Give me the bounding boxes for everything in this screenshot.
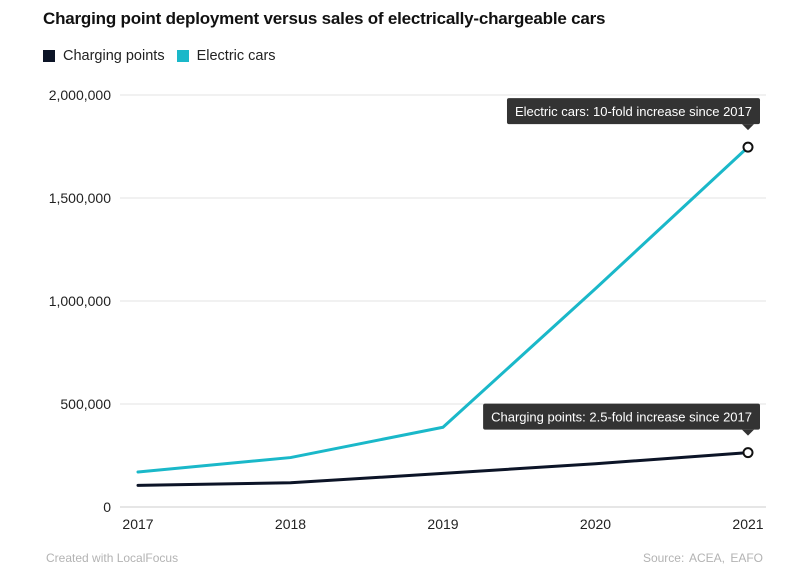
legend-swatch-charging-points [43,50,55,62]
annotation-text: Charging points: 2.5-fold increase since… [491,410,752,425]
legend-item-charging-points[interactable]: Charging points [43,48,165,64]
y-tick-label: 500,000 [60,396,111,412]
y-tick-label: 1,000,000 [49,293,111,309]
x-tick-label: 2018 [275,516,306,532]
y-tick-label: 0 [103,499,111,515]
chart-title: Charging point deployment versus sales o… [43,9,606,28]
annotation-charging-points: Charging points: 2.5-fold increase since… [483,403,760,436]
series-line-charging-points [136,451,750,487]
legend-label-electric-cars: Electric cars [196,48,276,64]
data-point-marker-electric-cars [742,141,754,153]
annotation-pointer [742,429,754,436]
data-point-marker-charging-points [742,447,754,459]
legend-item-electric-cars[interactable]: Electric cars [176,48,276,64]
legend: Charging points Electric cars [43,48,288,64]
x-tick-label: 2021 [732,516,763,532]
legend-swatch-electric-cars [176,50,189,62]
footer-credit: Created with LocalFocus [46,551,179,565]
x-tick-label: 2017 [122,516,153,532]
y-tick-label: 1,500,000 [49,190,111,206]
annotation-pointer [742,124,754,131]
x-tick-label: 2019 [427,516,458,532]
annotation-box [506,98,760,125]
annotation-box [483,403,760,430]
annotation-text: Electric cars: 10-fold increase since 20… [515,104,752,119]
x-tick-label: 2020 [580,516,611,532]
legend-label-charging-points: Charging points [63,48,165,64]
y-tick-label: 2,000,000 [49,87,111,103]
footer-source: Source: ACEA, EAFO [642,551,763,565]
series-line-electric-cars [136,145,750,474]
annotation-electric-cars: Electric cars: 10-fold increase since 20… [506,98,760,131]
